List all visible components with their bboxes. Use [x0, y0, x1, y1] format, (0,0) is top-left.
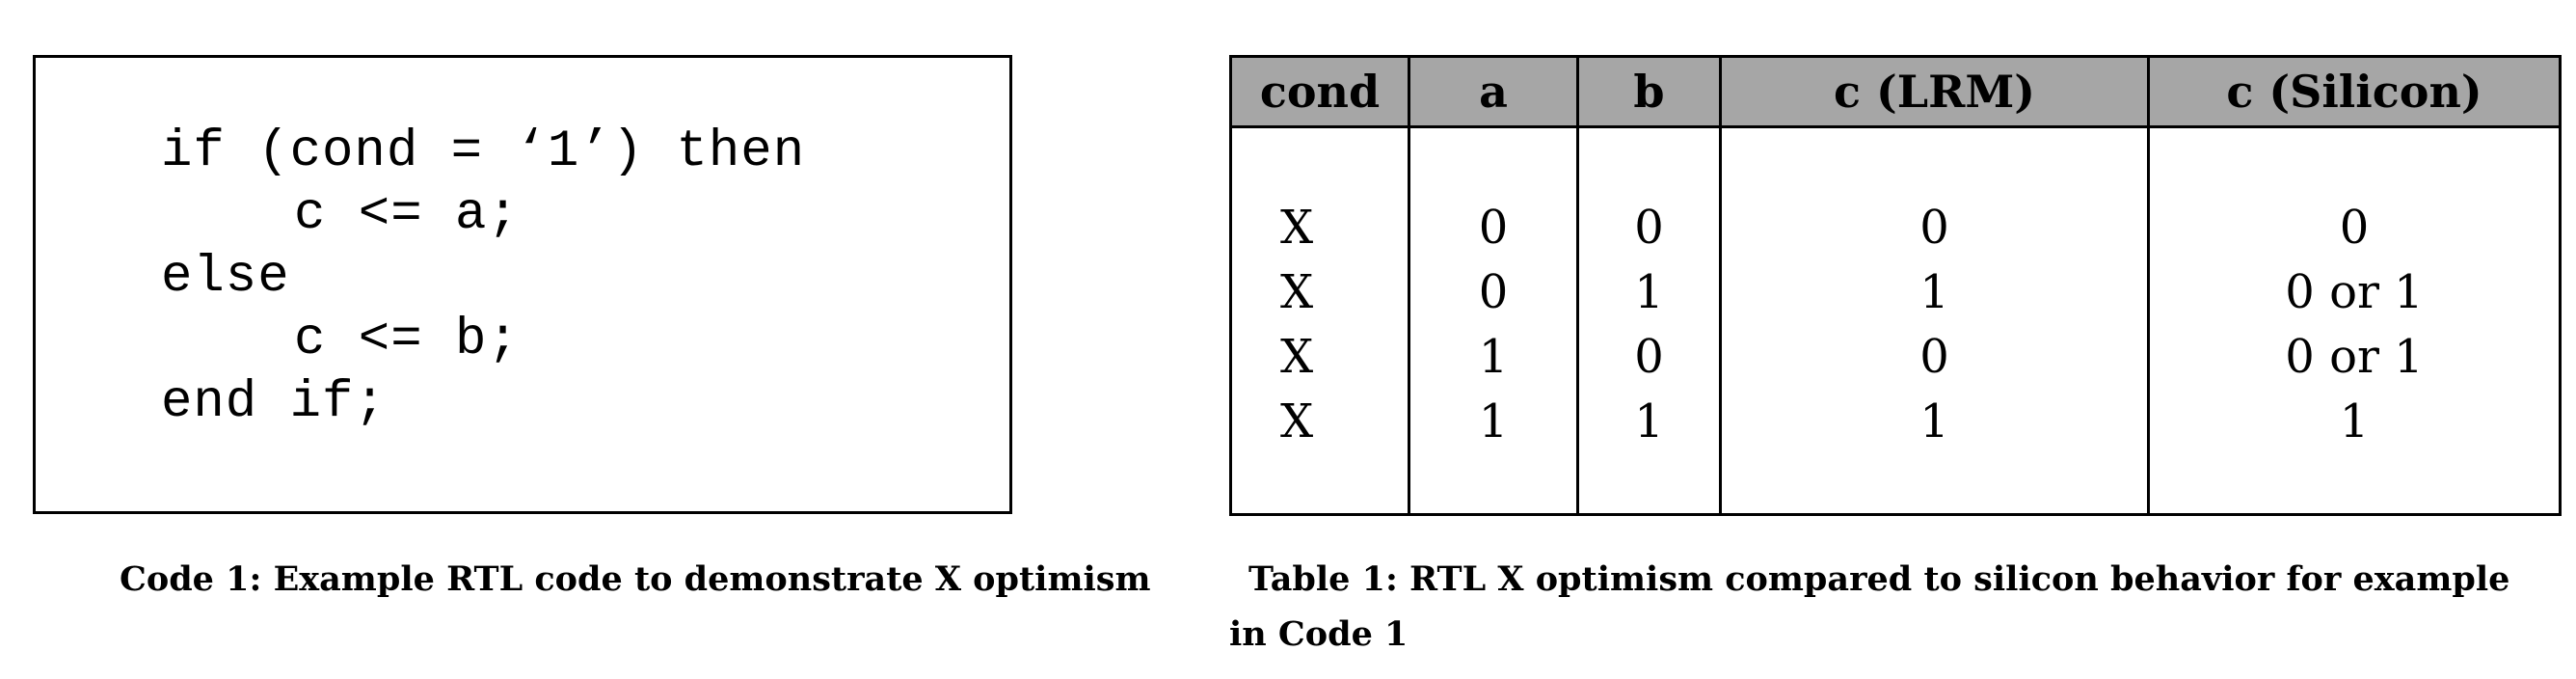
code-line: c <= b;: [294, 311, 520, 369]
header-c-lrm: c (LRM): [1719, 55, 2150, 128]
code-line: if (cond = ‘1’) then: [161, 122, 806, 181]
cell-value: 0 or 1: [2285, 330, 2424, 384]
cell-value: 0: [1634, 201, 1664, 255]
cell-value: 0: [1634, 330, 1664, 384]
column-a: 0 0 1 1: [1408, 125, 1579, 516]
cell-value: 1: [1634, 265, 1664, 319]
header-cond: cond: [1229, 55, 1410, 128]
cell-value: 1: [1634, 394, 1664, 448]
header-a: a: [1408, 55, 1579, 128]
cell-value: 0 or 1: [2285, 265, 2424, 319]
header-b: b: [1576, 55, 1722, 128]
column-c-silicon: 0 0 or 1 0 or 1 1: [2147, 125, 2562, 516]
table-body-row: X X X X 0 0 1 1 0 1 0 1: [1229, 125, 2562, 516]
column-c-lrm: 0 1 0 1: [1719, 125, 2150, 516]
x-optimism-table: cond a b c (LRM) c (Silicon) X X X X 0 0…: [1229, 55, 2562, 516]
column-b: 0 1 0 1: [1576, 125, 1722, 516]
cell-value: 0: [1919, 201, 1949, 255]
cell-value: 0: [1478, 265, 1509, 319]
code-line: end if;: [161, 373, 387, 432]
cell-value: X: [1280, 201, 1314, 255]
cell-value: 0: [2339, 201, 2370, 255]
table-header-row: cond a b c (LRM) c (Silicon): [1229, 55, 2562, 128]
cell-value: X: [1280, 265, 1314, 319]
cell-value: 1: [1919, 265, 1949, 319]
cell-value: 0: [1478, 201, 1509, 255]
table-caption: Table 1: RTL X optimism compared to sili…: [1229, 559, 2510, 654]
cell-value: 1: [2339, 394, 2370, 448]
cell-value: 1: [1919, 394, 1949, 448]
cell-value: X: [1280, 394, 1314, 448]
header-c-silicon: c (Silicon): [2147, 55, 2562, 128]
cell-value: 0: [1919, 330, 1949, 384]
code-caption: Code 1: Example RTL code to demonstrate …: [120, 559, 1151, 599]
cell-value: 1: [1478, 394, 1509, 448]
column-cond: X X X X: [1229, 125, 1410, 516]
cell-value: X: [1280, 330, 1314, 384]
code-box: if (cond = ‘1’) then c <= a; else c <= b…: [33, 55, 1012, 514]
cell-value: 1: [1478, 330, 1509, 384]
code-line: else: [161, 248, 290, 307]
code-block: if (cond = ‘1’) then c <= a; else c <= b…: [161, 121, 805, 434]
code-line: c <= a;: [294, 185, 520, 244]
